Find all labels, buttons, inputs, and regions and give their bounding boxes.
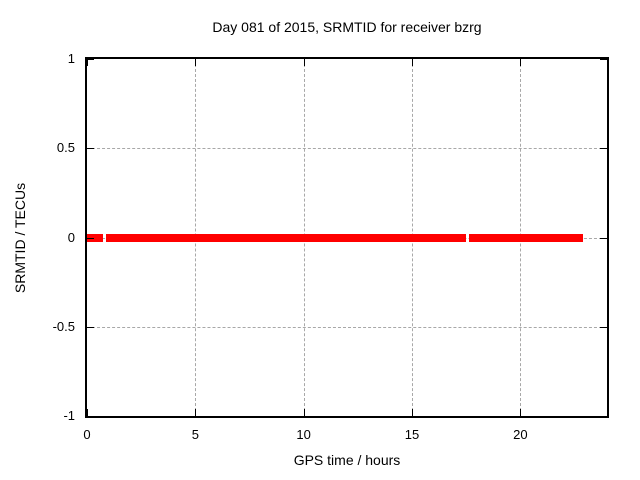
data-line-segment	[105, 233, 467, 242]
y-tick-mark-left	[87, 148, 94, 149]
x-tick-label: 10	[296, 427, 311, 442]
y-gridline	[87, 148, 607, 149]
data-line-segment	[87, 233, 103, 242]
y-tick-label: 0	[67, 229, 75, 245]
chart-title: Day 081 of 2015, SRMTID for receiver bzr…	[212, 19, 482, 35]
y-tick-label: -1	[63, 408, 75, 423]
x-tick-label: 15	[404, 427, 420, 442]
y-tick-label: -0.5	[52, 318, 75, 334]
x-tick-mark-top	[87, 59, 88, 66]
y-tick-mark-left	[87, 59, 94, 60]
x-tick-mark-bottom	[520, 409, 521, 416]
x-tick-mark-top	[412, 59, 413, 66]
x-tick-label: 0	[83, 427, 91, 442]
plot-border	[85, 57, 609, 418]
x-tick-mark-bottom	[304, 409, 305, 416]
y-tick-mark-right	[600, 148, 607, 149]
x-tick-mark-top	[304, 59, 305, 66]
y-tick-mark-left	[87, 238, 94, 239]
y-tick-mark-right	[600, 238, 607, 239]
y-tick-label: 1	[67, 51, 75, 66]
x-tick-mark-bottom	[412, 409, 413, 416]
x-tick-label: 20	[513, 427, 528, 442]
x-tick-mark-bottom	[195, 409, 196, 416]
data-line-segment	[468, 233, 583, 242]
x-tick-mark-bottom	[87, 409, 88, 416]
y-gridline	[87, 327, 607, 328]
y-tick-label: 0.5	[56, 140, 75, 156]
y-tick-mark-left	[87, 327, 94, 328]
x-tick-mark-top	[520, 59, 521, 66]
x-tick-label: 5	[191, 427, 199, 442]
x-tick-mark-top	[195, 59, 196, 66]
x-axis-label: GPS time / hours	[293, 452, 401, 468]
y-tick-mark-right	[600, 59, 607, 60]
y-tick-mark-right	[600, 327, 607, 328]
